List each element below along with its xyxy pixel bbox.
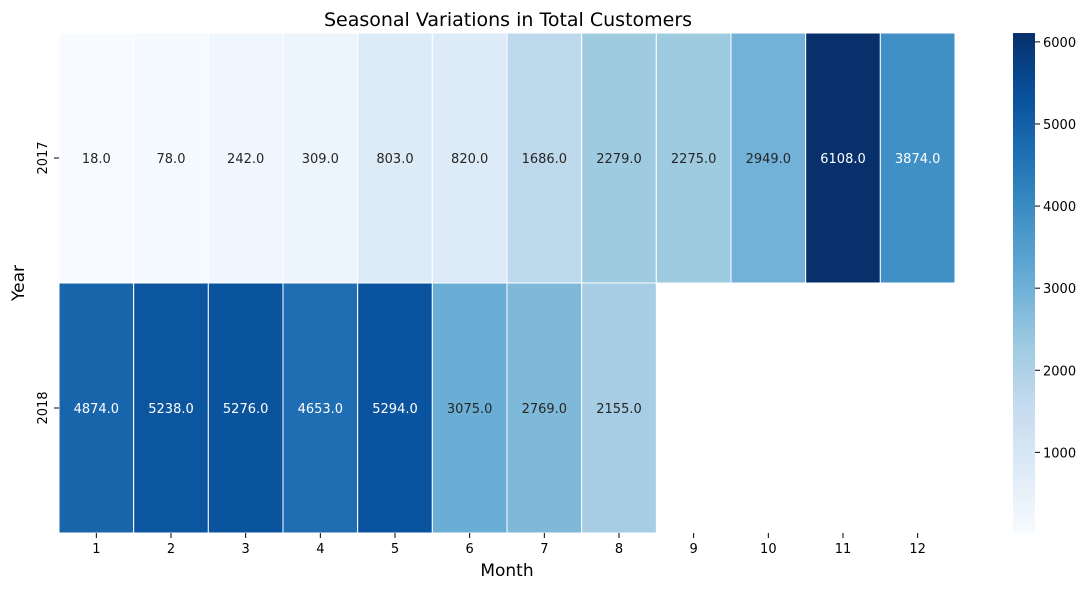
heatmap-cell: [282, 32, 359, 284]
cell-value-label: 5294.0: [372, 402, 418, 417]
x-tick-label: 1: [92, 542, 100, 557]
cell-value-label: 5276.0: [223, 402, 269, 417]
cell-value-label: 1686.0: [522, 152, 568, 167]
cell-value-label: 3874.0: [895, 152, 941, 167]
heatmap-cells: [58, 32, 956, 534]
heatmap-cell: [506, 282, 583, 534]
cell-value-label: 2275.0: [671, 152, 717, 167]
x-tick-label: 5: [391, 542, 399, 557]
heatmap-cell: [730, 32, 807, 284]
x-tick-label: 8: [615, 542, 623, 557]
x-tick-label: 9: [690, 542, 698, 557]
cell-value-label: 309.0: [302, 152, 339, 167]
x-tick-label: 4: [316, 542, 324, 557]
cell-labels: 18.0 78.0 242.0 309.0 803.0 820.0 1686.0 2279.0…: [74, 152, 941, 417]
heatmap-cell: [431, 32, 508, 284]
cell-value-label: 4653.0: [298, 402, 344, 417]
heatmap-cell: [207, 32, 284, 284]
cell-value-label: 4874.0: [74, 402, 120, 417]
cell-value-label: 820.0: [451, 152, 488, 167]
heatmap-cell: [655, 32, 732, 284]
x-axis-label: Month: [480, 561, 533, 581]
cell-value-label: 6108.0: [820, 152, 866, 167]
cell-value-label: 18.0: [82, 152, 111, 167]
x-tick-label: 6: [466, 542, 474, 557]
x-axis-ticks: 1 2 3 4 5 6 7 8 9 10 11 12: [92, 533, 926, 557]
x-tick-label: 12: [909, 542, 926, 557]
heatmap-cell: [58, 32, 135, 284]
y-axis-ticks: 2017 2018: [36, 141, 59, 425]
heatmap-cell: [581, 282, 657, 534]
heatmap-cell: [357, 282, 433, 534]
y-tick-label: 2018: [36, 391, 51, 424]
chart-title: Seasonal Variations in Total Customers: [324, 9, 692, 31]
y-tick-label: 2017: [36, 141, 51, 174]
heatmap-cell: [133, 32, 209, 284]
colorbar-tick-label: 3000: [1043, 282, 1076, 297]
heatmap-cell: [431, 282, 508, 534]
cell-value-label: 3075.0: [447, 402, 493, 417]
cell-value-label: 2155.0: [596, 402, 642, 417]
cell-value-label: 803.0: [376, 152, 413, 167]
x-tick-label: 11: [835, 542, 852, 557]
x-tick-label: 7: [540, 542, 548, 557]
heatmap-cell: [581, 32, 657, 284]
heatmap-cell: [879, 32, 956, 284]
colorbar-tick-label: 2000: [1043, 364, 1076, 379]
x-tick-label: 2: [167, 542, 175, 557]
cell-value-label: 2949.0: [746, 152, 792, 167]
heatmap-cell: [357, 32, 433, 284]
cell-value-label: 78.0: [157, 152, 186, 167]
heatmap-cell: [133, 282, 209, 534]
x-tick-label: 3: [242, 542, 250, 557]
cell-value-label: 242.0: [227, 152, 264, 167]
heatmap-cell: [282, 282, 359, 534]
cell-value-label: 2769.0: [522, 402, 568, 417]
cell-value-label: 2279.0: [596, 152, 642, 167]
heatmap-cell: [207, 282, 284, 534]
colorbar-tick-label: 4000: [1043, 200, 1076, 215]
colorbar-ticks: 1000 2000 3000 4000 5000 6000: [1035, 36, 1076, 461]
y-axis-label: Year: [9, 265, 29, 302]
colorbar-tick-label: 6000: [1043, 36, 1076, 51]
x-tick-label: 10: [760, 542, 777, 557]
colorbar-tick-label: 5000: [1043, 118, 1076, 133]
colorbar-tick-label: 1000: [1043, 446, 1076, 461]
heatmap-cell: [58, 282, 135, 534]
cell-value-label: 5238.0: [148, 402, 194, 417]
colorbar: [1013, 33, 1035, 533]
